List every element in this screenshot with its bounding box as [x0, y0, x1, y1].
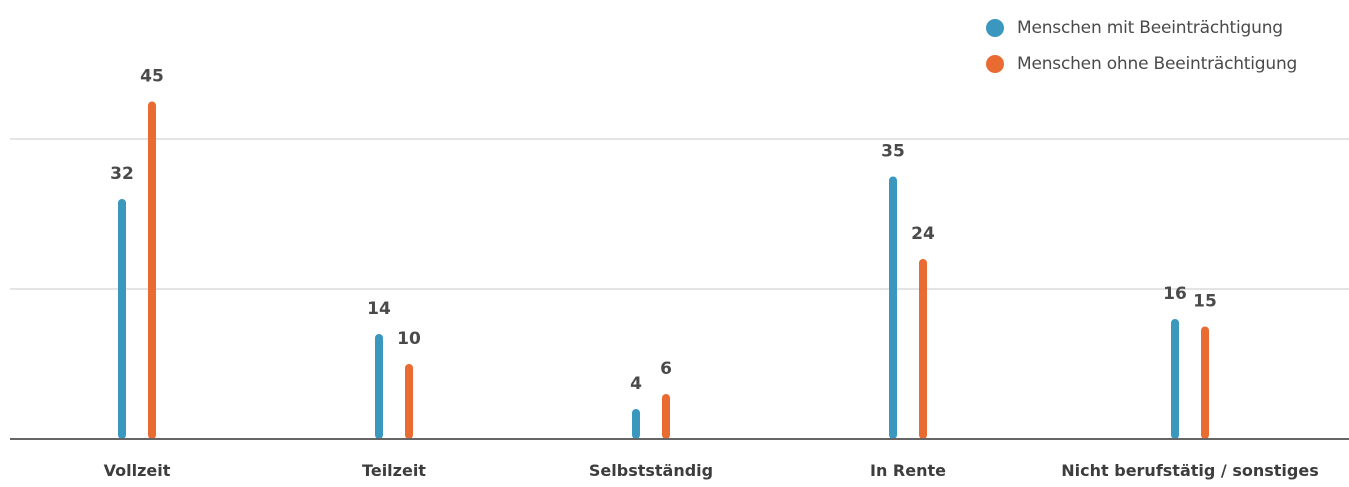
- legend-item-series-2: Menschen ohne Beeinträchtigung: [986, 46, 1297, 82]
- bar-series-1-5: [1171, 319, 1179, 439]
- value-label-series-1-4: 35: [881, 142, 905, 162]
- bar-series-2-1: [148, 101, 156, 439]
- category-label-1: Vollzeit: [104, 461, 171, 480]
- legend-label-series-2: Menschen ohne Beeinträchtigung: [1017, 54, 1298, 74]
- gridlines: [10, 138, 1349, 290]
- bar-series-1-4: [889, 176, 897, 439]
- legend-swatch-series-1: [986, 19, 1004, 37]
- legend-item-series-1: Menschen mit Beeinträchtigung: [986, 10, 1297, 46]
- category-label-3: Selbstständig: [589, 461, 713, 480]
- bar-series-1-1: [118, 199, 126, 439]
- value-label-series-2-5: 15: [1193, 292, 1217, 312]
- category-label-4: In Rente: [870, 461, 946, 480]
- value-label-series-1-5: 16: [1163, 284, 1187, 304]
- legend-label-series-1: Menschen mit Beeinträchtigung: [1017, 18, 1283, 38]
- bar-series-2-2: [405, 364, 413, 439]
- value-labels: 32 45 14 10 46 35 24 16 15: [110, 67, 1217, 395]
- value-label-series-1-2: 14: [367, 299, 391, 319]
- value-label-series-1-1: 32: [110, 164, 134, 184]
- value-label-series-2-3: 6: [660, 359, 672, 379]
- bar-series-2-4: [919, 259, 927, 439]
- value-label-series-1-3: 4: [630, 374, 642, 394]
- value-label-series-2-1: 45: [140, 67, 164, 87]
- legend-swatch-series-2: [986, 55, 1004, 73]
- category-labels: Vollzeit Teilzeit Selbstständig In Rente Nic…: [104, 461, 1319, 480]
- bar-series-2-3: [662, 394, 670, 439]
- bar-series-2-5: [1201, 326, 1209, 439]
- bar-series-1-2: [375, 334, 383, 439]
- category-label-2: Teilzeit: [362, 461, 426, 480]
- bar-series-1-3: [632, 409, 640, 439]
- category-label-5: Nicht berufstätig / sonstiges: [1061, 461, 1318, 480]
- bars: [118, 101, 1209, 439]
- value-label-series-2-4: 24: [911, 224, 935, 244]
- value-label-series-2-2: 10: [397, 329, 421, 349]
- legend: Menschen mit Beeinträchtigung Menschen o…: [986, 10, 1297, 82]
